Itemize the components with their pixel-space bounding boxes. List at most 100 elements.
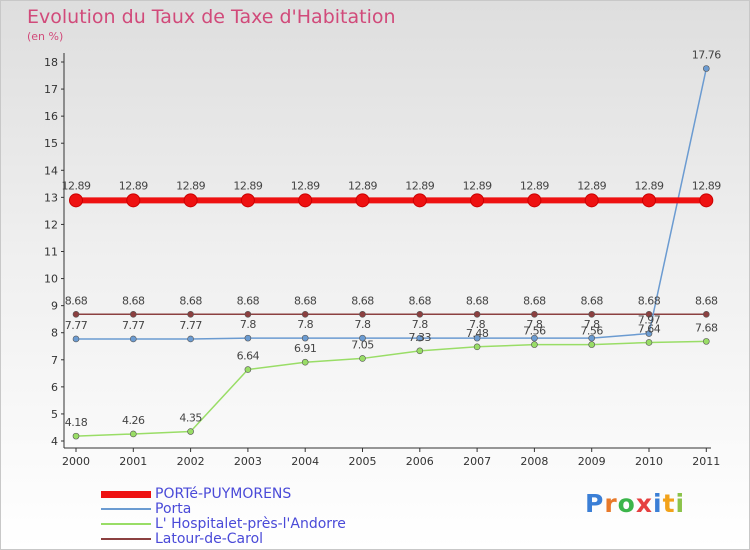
y-tick-label: 12 bbox=[44, 218, 58, 231]
point-porta bbox=[301, 334, 309, 342]
point-latour-de-carol bbox=[130, 311, 137, 318]
legend-label: PORTé-PUYMORENS bbox=[155, 486, 292, 502]
point-hospitalet bbox=[72, 432, 80, 440]
point-porte-puymorens bbox=[126, 193, 141, 208]
point-latour-de-carol bbox=[702, 311, 710, 318]
x-tick-label: 2005 bbox=[349, 455, 377, 468]
series-line-porta bbox=[76, 68, 708, 340]
point-porte-puymorens bbox=[240, 193, 255, 208]
point-latour-de-carol bbox=[588, 311, 596, 318]
data-label-latour-de-carol: 8.68 bbox=[122, 294, 145, 307]
data-label-latour-de-carol: 8.68 bbox=[695, 294, 718, 307]
point-porte-puymorens bbox=[355, 193, 370, 208]
data-label-latour-de-carol: 8.68 bbox=[466, 294, 489, 307]
data-label-hospitalet: 7.33 bbox=[409, 331, 432, 344]
data-label-porte-puymorens: 12.89 bbox=[692, 179, 721, 192]
data-labels: 12.89 12.89 12.89 12.89 12.89 12.89 12.89 12.89… bbox=[62, 48, 722, 429]
point-porte-puymorens bbox=[584, 193, 599, 208]
y-tick-label: 7 bbox=[51, 354, 58, 367]
data-label-porte-puymorens: 12.89 bbox=[463, 179, 492, 192]
legend-label: Latour-de-Carol bbox=[155, 531, 264, 547]
legend-item-latour-de-carol: Latour-de-Carol bbox=[101, 531, 263, 547]
data-label-latour-de-carol: 8.68 bbox=[638, 294, 661, 307]
data-label-latour-de-carol: 8.68 bbox=[294, 294, 317, 307]
legend-item-porte-puymorens: PORTé-PUYMORENS bbox=[101, 486, 291, 502]
data-label-porte-puymorens: 12.89 bbox=[405, 179, 434, 192]
point-porta bbox=[244, 334, 252, 342]
point-hospitalet bbox=[531, 341, 538, 348]
legend-swatch bbox=[101, 523, 151, 525]
legend-swatch bbox=[101, 490, 151, 498]
y-tick-label: 9 bbox=[51, 300, 58, 313]
data-label-porta: 7.8 bbox=[240, 318, 256, 331]
point-hospitalet bbox=[588, 341, 596, 348]
data-label-hospitalet: 7.56 bbox=[580, 325, 603, 338]
legend-swatch bbox=[101, 538, 151, 540]
point-porta bbox=[473, 334, 481, 342]
data-label-porta: 7.97 bbox=[638, 314, 661, 327]
y-tick-label: 13 bbox=[44, 191, 58, 204]
data-label-porta: 7.8 bbox=[355, 318, 371, 331]
data-label-hospitalet: 7.56 bbox=[523, 325, 546, 338]
series-line-hospitalet bbox=[75, 340, 707, 437]
point-latour-de-carol bbox=[473, 311, 481, 318]
point-latour-de-carol bbox=[416, 311, 424, 318]
x-tick-label: 2006 bbox=[406, 455, 434, 468]
x-tick-label: 2011 bbox=[692, 455, 720, 468]
data-label-porta: 7.77 bbox=[122, 319, 145, 332]
data-label-hospitalet: 6.64 bbox=[237, 350, 260, 363]
data-label-latour-de-carol: 8.68 bbox=[179, 294, 202, 307]
logo-letter: r bbox=[604, 489, 618, 518]
x-tick-label: 2010 bbox=[635, 455, 663, 468]
logo-letter: x bbox=[635, 489, 653, 518]
data-label-porte-puymorens: 12.89 bbox=[233, 179, 262, 192]
point-porta bbox=[130, 335, 137, 343]
point-porte-puymorens bbox=[69, 193, 83, 208]
y-tick-label: 17 bbox=[44, 83, 58, 96]
point-porte-puymorens bbox=[699, 193, 714, 208]
y-tick-label: 8 bbox=[51, 327, 58, 340]
point-hospitalet bbox=[301, 358, 309, 366]
legend-label: L' Hospitalet-près-l'Andorre bbox=[155, 516, 346, 532]
x-tick-label: 2007 bbox=[463, 455, 491, 468]
data-label-hospitalet: 7.64 bbox=[638, 322, 661, 335]
point-hospitalet bbox=[244, 366, 252, 373]
logo-letter: t bbox=[662, 489, 676, 518]
data-label-porta: 17.76 bbox=[692, 48, 721, 61]
data-label-porte-puymorens: 12.89 bbox=[119, 179, 148, 192]
point-hospitalet bbox=[416, 347, 424, 355]
point-porta bbox=[702, 65, 710, 72]
point-latour-de-carol bbox=[187, 311, 194, 318]
data-label-hospitalet: 7.05 bbox=[351, 338, 374, 351]
proxiti-logo: Proxiti bbox=[585, 489, 685, 518]
data-label-hospitalet: 4.18 bbox=[65, 416, 88, 429]
data-label-porte-puymorens: 12.89 bbox=[520, 179, 549, 192]
point-porte-puymorens bbox=[183, 193, 198, 208]
data-label-porta: 7.8 bbox=[297, 318, 313, 331]
data-label-porte-puymorens: 12.89 bbox=[62, 179, 91, 192]
x-tick-label: 2002 bbox=[177, 455, 205, 468]
data-label-porta: 7.77 bbox=[179, 319, 202, 332]
point-porte-puymorens bbox=[412, 193, 427, 208]
legend-label: Porta bbox=[155, 501, 192, 517]
data-label-latour-de-carol: 8.68 bbox=[523, 294, 546, 307]
data-label-hospitalet: 7.48 bbox=[466, 327, 489, 340]
x-tick-label: 2000 bbox=[62, 455, 90, 468]
logo-letter: i bbox=[653, 489, 663, 518]
series-points bbox=[69, 65, 714, 440]
point-porta bbox=[645, 330, 653, 337]
logo-letter: P bbox=[585, 489, 605, 518]
point-porte-puymorens bbox=[470, 193, 485, 208]
logo-letter: o bbox=[617, 489, 636, 518]
data-label-porta: 7.8 bbox=[412, 318, 428, 331]
data-label-hospitalet: 4.35 bbox=[179, 412, 202, 425]
point-porte-puymorens bbox=[298, 193, 313, 208]
legend-item-hospitalet: L' Hospitalet-près-l'Andorre bbox=[101, 516, 346, 532]
y-tick-label: 11 bbox=[44, 246, 58, 259]
x-tick-label: 2008 bbox=[520, 455, 548, 468]
data-label-hospitalet: 6.91 bbox=[294, 342, 317, 355]
series-lines bbox=[75, 68, 708, 437]
legend-item-porta: Porta bbox=[101, 501, 191, 517]
y-tick-label: 5 bbox=[51, 408, 58, 421]
